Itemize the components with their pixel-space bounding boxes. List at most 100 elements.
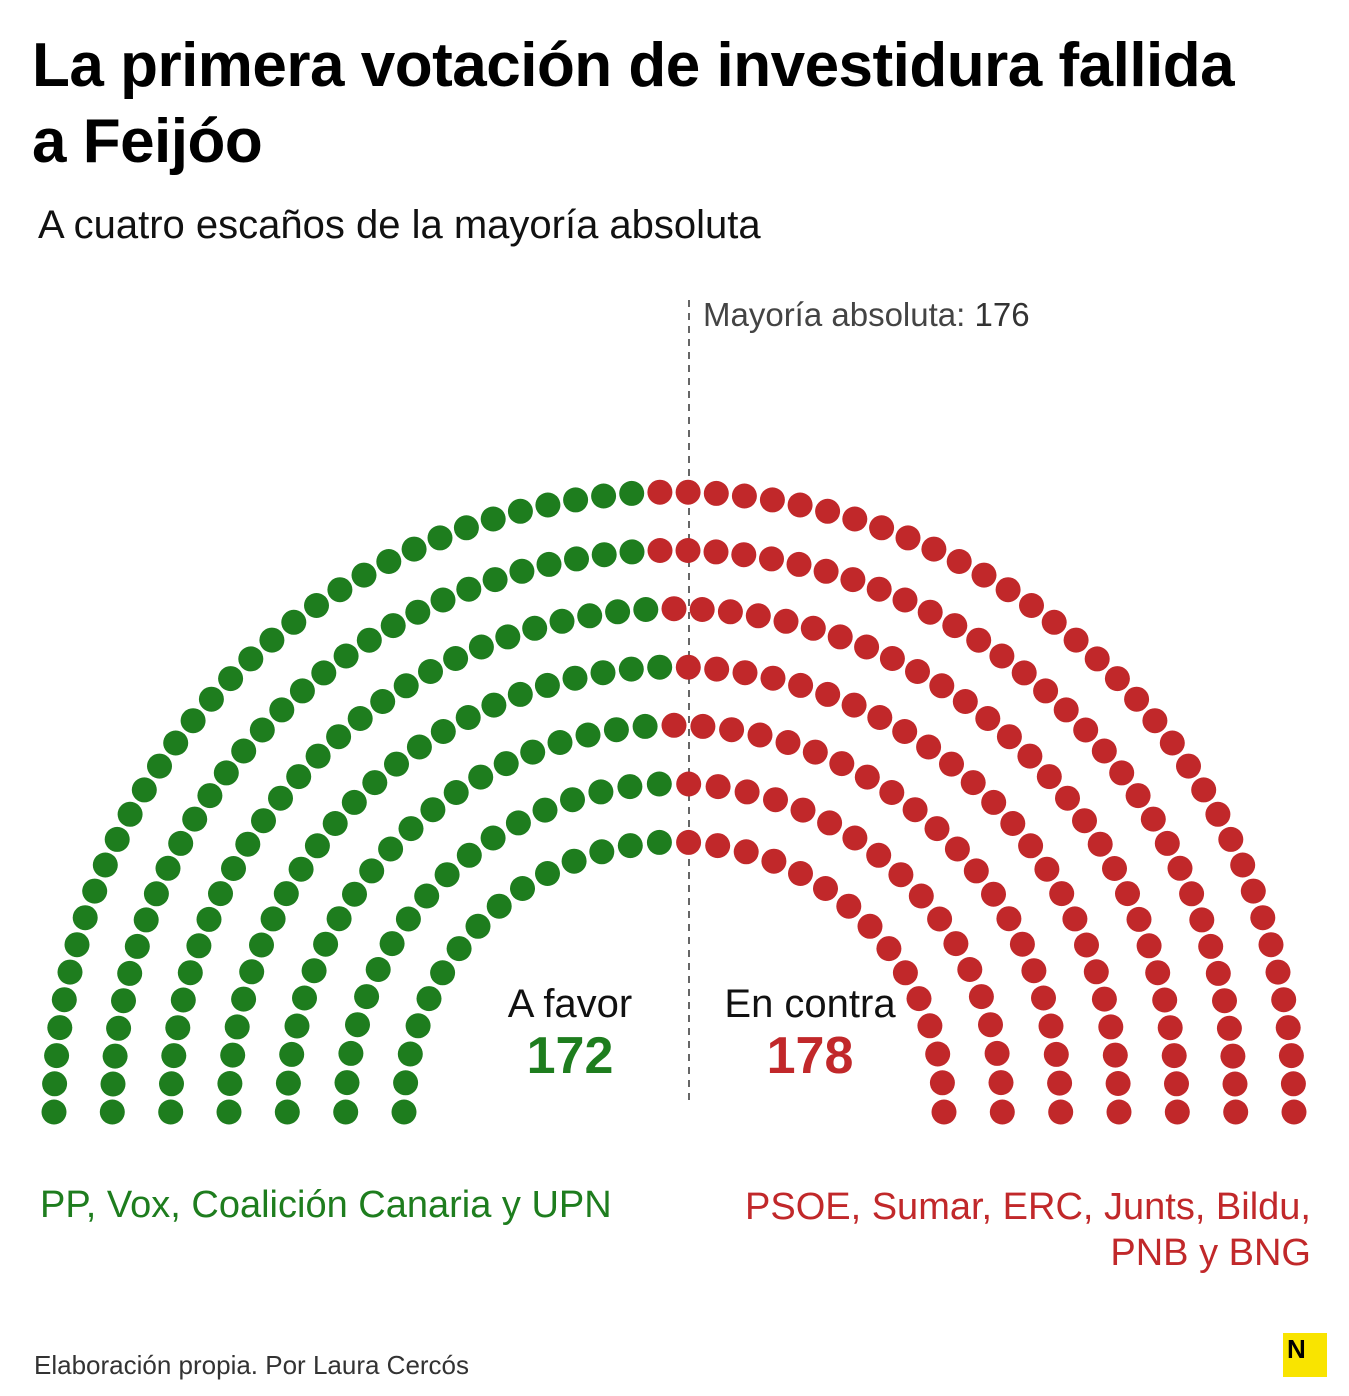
seat-favor (453, 515, 479, 541)
seat-favor (165, 1015, 191, 1041)
seat-contra (1031, 985, 1056, 1011)
seat-favor (124, 933, 150, 959)
seat-contra (988, 1070, 1014, 1096)
favor-summary: A favor 172 (440, 982, 700, 1086)
seat-favor (92, 852, 118, 878)
seat-contra (802, 739, 828, 765)
seat-favor (646, 829, 672, 855)
seat-favor (42, 1071, 68, 1097)
seat-favor (326, 724, 352, 750)
seat-favor (618, 656, 644, 682)
seat-contra (1159, 730, 1185, 756)
seat-contra (1216, 1015, 1242, 1041)
seat-contra (1240, 878, 1266, 904)
seat-contra (963, 858, 989, 884)
seat-favor (338, 1040, 364, 1066)
seat-contra (942, 613, 968, 639)
seat-favor (380, 613, 406, 639)
seat-favor (117, 960, 143, 986)
brand-logo: N (1283, 1333, 1327, 1377)
seat-contra (790, 797, 816, 823)
seat-contra (1102, 1042, 1128, 1068)
majority-annotation: Mayoría absoluta: 176 (703, 296, 1030, 334)
seat-contra (1205, 960, 1231, 986)
seat-favor (284, 1013, 310, 1039)
seat-contra (1073, 717, 1099, 743)
seat-contra (989, 1099, 1015, 1125)
seat-contra (957, 957, 983, 982)
seat-favor (44, 1043, 70, 1069)
seat-favor (111, 988, 136, 1014)
seat-contra (1091, 986, 1117, 1012)
seat-favor (224, 1014, 250, 1040)
seat-favor (273, 881, 299, 907)
seat-favor (391, 1099, 417, 1125)
seat-contra (1218, 826, 1244, 852)
seat-contra (1265, 959, 1291, 985)
seat-favor (305, 743, 331, 769)
seat-favor (281, 609, 307, 635)
favor-parties: PP, Vox, Coalición Canaria y UPN (40, 1184, 612, 1226)
seat-favor (370, 689, 396, 714)
seat-contra (854, 764, 880, 790)
seat-contra (1036, 764, 1062, 790)
seat-contra (929, 673, 955, 699)
seat-favor (239, 959, 265, 985)
seat-contra (773, 608, 799, 634)
seat-contra (1033, 678, 1059, 704)
source-credit: Elaboración propia. Por Laura Cercós (34, 1350, 470, 1380)
seat-favor (465, 913, 491, 939)
contra-parties: PSOE, Sumar, ERC, Junts, Bildu, PNB y BN… (745, 1186, 1311, 1274)
seat-contra (968, 984, 994, 1010)
contra-summary: En contra 178 (680, 982, 940, 1086)
seat-favor (603, 717, 629, 743)
seat-favor (418, 659, 443, 684)
seat-contra (866, 842, 892, 868)
seat-contra (1000, 811, 1026, 836)
seat-contra (840, 567, 866, 593)
seat-contra (829, 751, 855, 777)
seat-favor (549, 608, 575, 634)
seat-favor (414, 883, 440, 909)
seat-favor (341, 789, 367, 815)
seat-contra (1102, 856, 1127, 881)
seat-contra (892, 587, 918, 613)
seat-favor (218, 666, 244, 692)
seat-contra (817, 810, 843, 836)
seat-favor (274, 1099, 300, 1125)
seat-favor (131, 777, 157, 803)
seat-favor (536, 551, 562, 577)
seat-favor (535, 861, 560, 886)
seat-favor (443, 780, 469, 805)
seat-favor (575, 722, 601, 748)
seat-favor (170, 987, 196, 1013)
seat-favor (354, 984, 380, 1010)
seat-favor (482, 567, 508, 593)
seat-contra (917, 599, 943, 625)
seat-contra (661, 712, 687, 738)
seat-favor (288, 856, 314, 882)
seat-favor (520, 739, 546, 765)
seat-contra (761, 848, 787, 874)
seat-favor (279, 1041, 305, 1067)
seat-favor (633, 597, 659, 622)
seat-contra (842, 506, 868, 532)
seat-favor (186, 933, 212, 959)
seat-favor (605, 599, 631, 625)
seat-favor (220, 1042, 246, 1068)
seat-contra (1043, 1041, 1069, 1067)
seat-contra (759, 546, 784, 572)
seat-contra (1161, 1043, 1187, 1069)
seats-group (41, 479, 1307, 1125)
seat-favor (495, 624, 521, 650)
seat-contra (857, 913, 883, 939)
seat-contra (705, 833, 731, 859)
seat-contra (1105, 1071, 1131, 1096)
seat-contra (733, 839, 759, 865)
seat-contra (978, 1012, 1003, 1038)
seat-contra (1124, 686, 1150, 712)
seat-favor (259, 627, 285, 653)
seat-favor (180, 708, 206, 734)
seat-contra (984, 1040, 1010, 1066)
seat-contra (975, 706, 1001, 731)
